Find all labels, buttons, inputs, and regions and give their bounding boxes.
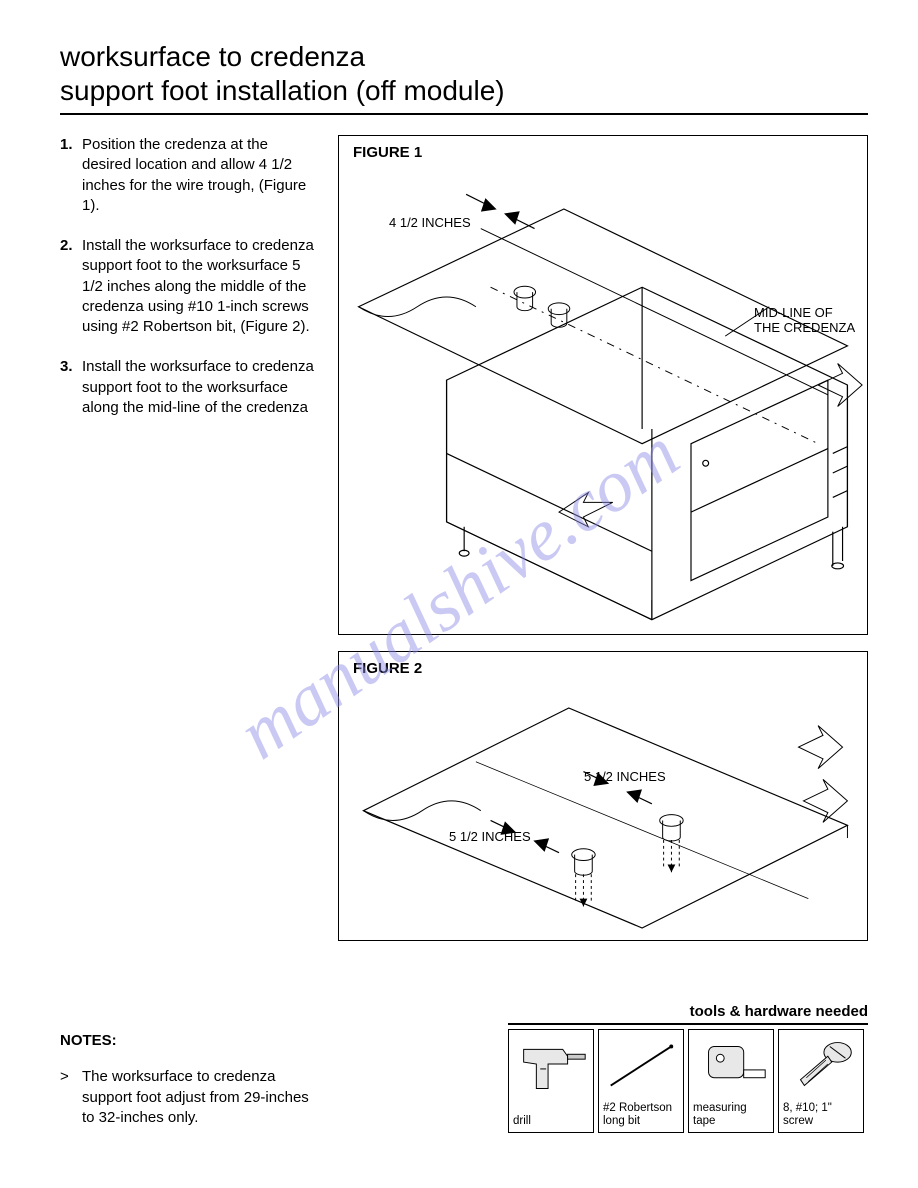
tool-label: #2 Robertson long bit — [603, 1102, 679, 1128]
step-number: 3. — [60, 357, 82, 418]
tape-icon — [689, 1034, 773, 1098]
figure1-midline-label: MID-LINE OF THE CREDENZA — [754, 306, 855, 336]
figure1-dimension-label: 4 1/2 INCHES — [389, 216, 471, 231]
tool-label: drill — [513, 1115, 589, 1128]
tools-block: tools & hardware needed drill #2 Roberts… — [508, 1003, 868, 1133]
figure-2-label: FIGURE 2 — [353, 660, 422, 677]
figure-2-box: FIGURE 2 — [338, 651, 868, 941]
step-3: 3. Install the worksurface to credenza s… — [60, 357, 320, 418]
title-line-1: worksurface to credenza — [60, 40, 868, 74]
notes-item: > The worksurface to credenza support fo… — [60, 1067, 320, 1128]
notes-heading: NOTES: — [60, 1032, 320, 1049]
figure-1-box: FIGURE 1 — [338, 135, 868, 635]
tool-screw: 8, #10; 1" screw — [778, 1029, 864, 1133]
page-title-block: worksurface to credenza support foot ins… — [60, 40, 868, 115]
tool-label: 8, #10; 1" screw — [783, 1102, 859, 1128]
chevron-icon: > — [60, 1067, 82, 1128]
main-columns: 1. Position the credenza at the desired … — [60, 135, 868, 957]
figure2-dim-right: 5 1/2 INCHES — [584, 770, 666, 785]
step-text: Position the credenza at the desired loc… — [82, 135, 320, 216]
steps-column: 1. Position the credenza at the desired … — [60, 135, 320, 957]
tools-row: drill #2 Robertson long bit measuring ta… — [508, 1029, 868, 1133]
tools-heading: tools & hardware needed — [508, 1003, 868, 1025]
step-number: 1. — [60, 135, 82, 216]
bit-icon — [599, 1034, 683, 1098]
step-text: Install the worksurface to credenza supp… — [82, 357, 320, 418]
tool-label: measuring tape — [693, 1102, 769, 1128]
step-2: 2. Install the worksurface to credenza s… — [60, 236, 320, 337]
drill-icon — [509, 1034, 593, 1098]
figures-column: FIGURE 1 — [338, 135, 868, 957]
notes-block: NOTES: > The worksurface to credenza sup… — [60, 1032, 320, 1128]
figure-1-diagram — [339, 136, 867, 634]
title-line-2: support foot installation (off module) — [60, 74, 868, 108]
step-number: 2. — [60, 236, 82, 337]
tool-drill: drill — [508, 1029, 594, 1133]
step-text: Install the worksurface to credenza supp… — [82, 236, 320, 337]
screw-icon — [779, 1034, 863, 1098]
step-1: 1. Position the credenza at the desired … — [60, 135, 320, 216]
tool-bit: #2 Robertson long bit — [598, 1029, 684, 1133]
tool-tape: measuring tape — [688, 1029, 774, 1133]
figure-2-diagram — [339, 652, 867, 940]
figure2-dim-left: 5 1/2 INCHES — [449, 830, 531, 845]
notes-text: The worksurface to credenza support foot… — [82, 1067, 320, 1128]
title-rule — [60, 113, 868, 115]
figure-1-label: FIGURE 1 — [353, 144, 422, 161]
